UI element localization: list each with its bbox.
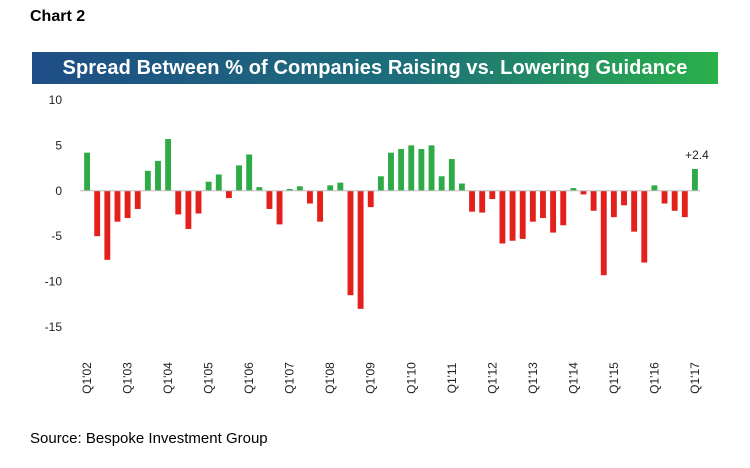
bar xyxy=(357,190,364,309)
bar xyxy=(307,190,313,204)
bar xyxy=(418,149,425,191)
bar xyxy=(84,152,91,191)
bar xyxy=(580,190,587,195)
bar xyxy=(570,188,577,191)
x-tick-label: Q1'08 xyxy=(323,362,337,394)
bar xyxy=(610,190,617,218)
x-tick-label: Q1'15 xyxy=(607,362,621,394)
bar xyxy=(681,190,688,218)
bar xyxy=(388,152,394,191)
chart-title: Spread Between % of Companies Raising vs… xyxy=(32,52,718,84)
bar xyxy=(104,190,111,260)
bar xyxy=(236,165,242,191)
source-note: Source: Bespoke Investment Group xyxy=(30,430,268,447)
bar xyxy=(428,145,435,191)
x-tick-label: Q1'02 xyxy=(80,362,94,394)
bar xyxy=(246,154,253,191)
bar xyxy=(377,176,384,191)
y-tick-label: -15 xyxy=(45,320,63,334)
x-tick-label: Q1'09 xyxy=(364,362,378,394)
y-tick-label: -5 xyxy=(51,229,62,243)
y-axis: 10 5 0 -5 -10 -15 xyxy=(45,93,63,334)
y-tick-label: 10 xyxy=(49,93,63,107)
bar xyxy=(317,190,324,222)
bar xyxy=(337,182,344,191)
y-tick-label: 5 xyxy=(55,138,62,152)
bar xyxy=(600,190,607,276)
x-tick-label: Q1'05 xyxy=(202,362,216,394)
bar xyxy=(448,159,455,191)
bar xyxy=(529,190,536,222)
bar xyxy=(347,190,354,296)
bar xyxy=(144,170,151,191)
bar xyxy=(205,181,212,191)
bar xyxy=(641,190,648,263)
annotations: +2.4 xyxy=(685,148,709,162)
x-tick-label: Q1'10 xyxy=(404,362,418,394)
bar xyxy=(185,190,192,229)
bar xyxy=(661,190,668,204)
bar xyxy=(296,186,303,191)
x-tick-label: Q1'14 xyxy=(566,362,580,394)
x-tick-label: Q1'04 xyxy=(161,362,175,394)
bar xyxy=(327,185,334,191)
x-tick-label: Q1'16 xyxy=(647,362,661,394)
bar xyxy=(550,190,557,233)
bar xyxy=(114,190,121,222)
bar xyxy=(560,190,567,226)
bar xyxy=(671,190,678,211)
bar xyxy=(195,190,202,214)
bar xyxy=(590,190,597,211)
y-tick-label: 0 xyxy=(55,184,62,198)
bar xyxy=(276,190,283,225)
bar xyxy=(489,190,496,199)
x-tick-label: Q1'12 xyxy=(485,362,499,394)
bar xyxy=(225,190,232,199)
bar xyxy=(94,190,101,237)
x-tick-label: Q1'13 xyxy=(526,362,540,394)
bar xyxy=(621,190,627,206)
bar xyxy=(155,160,161,191)
bar xyxy=(367,190,374,208)
bar xyxy=(469,190,475,212)
bar xyxy=(692,169,698,191)
bar xyxy=(458,183,465,191)
x-tick-label: Q1'17 xyxy=(688,362,702,394)
bar xyxy=(479,190,486,213)
bar xyxy=(519,190,526,239)
bar xyxy=(165,139,172,191)
bar xyxy=(509,190,516,241)
data-label-annotation: +2.4 xyxy=(685,148,709,162)
bar xyxy=(499,190,506,244)
x-tick-label: Q1'07 xyxy=(283,362,297,394)
bar xyxy=(631,190,638,232)
bar xyxy=(540,190,546,219)
bar xyxy=(124,190,131,219)
x-tick-label: Q1'11 xyxy=(445,362,459,393)
bar xyxy=(256,187,263,191)
bar xyxy=(266,190,273,209)
bar xyxy=(438,176,445,191)
chart-label: Chart 2 xyxy=(30,8,86,25)
y-tick-label: -10 xyxy=(45,275,63,289)
bar xyxy=(175,190,182,215)
bar xyxy=(215,174,222,191)
x-axis: Q1'02 Q1'03 Q1'04 Q1'05 Q1'06 Q1'07 Q1'08 Q1'09… xyxy=(80,362,702,394)
bar xyxy=(408,145,415,191)
bar xyxy=(398,149,405,191)
bar xyxy=(651,185,658,191)
bar xyxy=(134,190,141,209)
x-tick-label: Q1'06 xyxy=(242,362,256,394)
x-tick-label: Q1'03 xyxy=(121,362,135,394)
bar xyxy=(286,188,293,191)
bar-series xyxy=(84,139,698,309)
